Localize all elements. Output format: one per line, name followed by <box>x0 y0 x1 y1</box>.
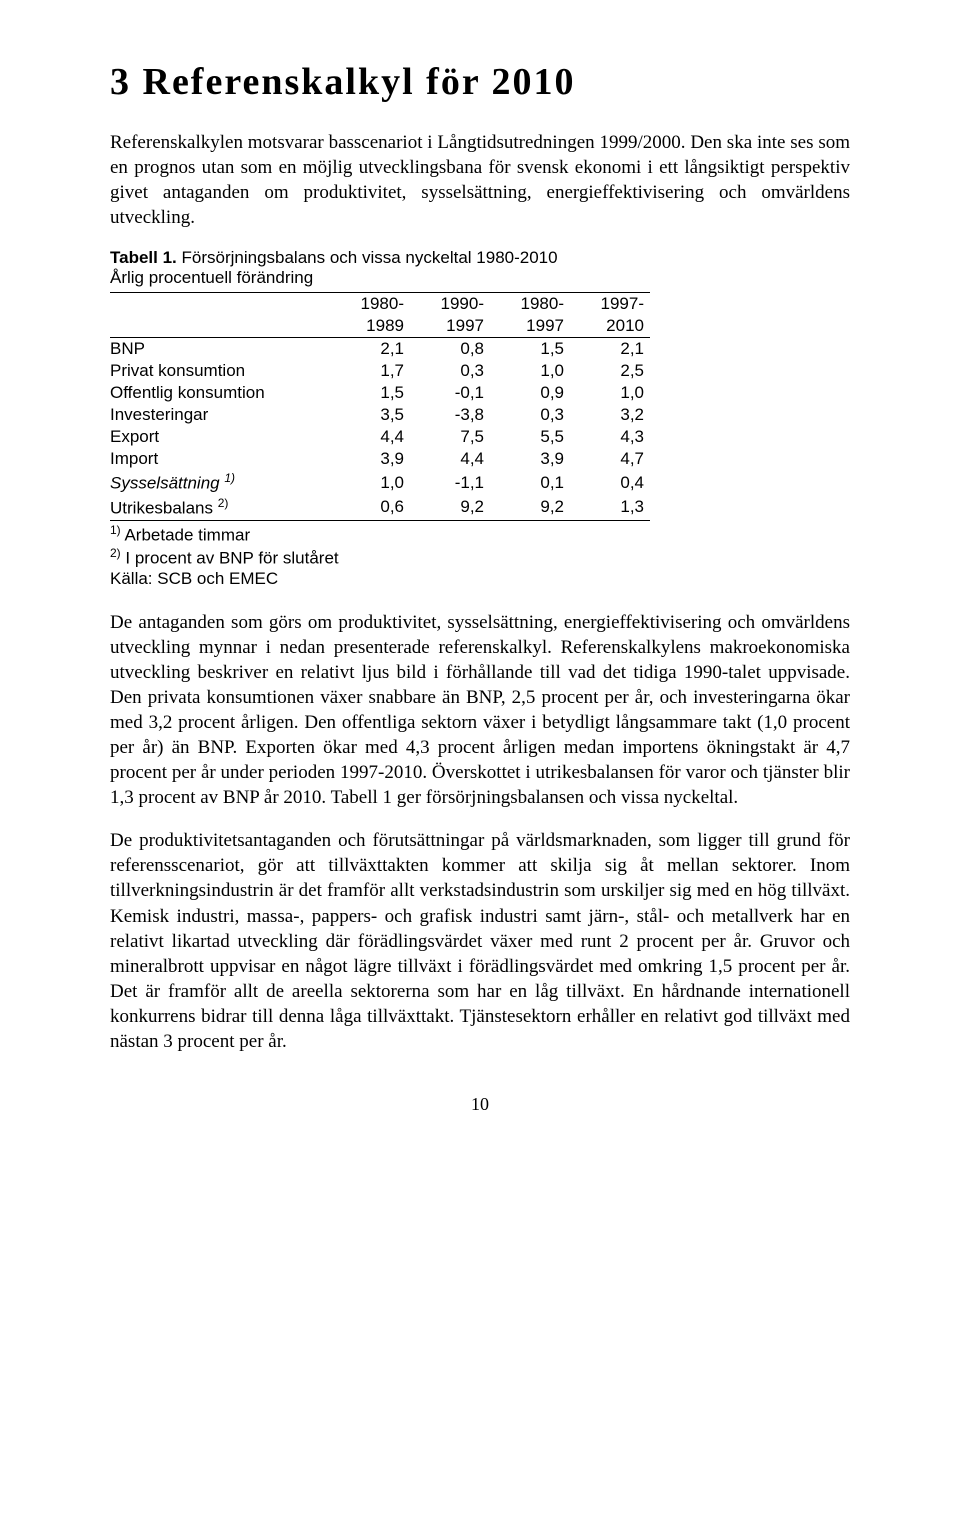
cell: 4,4 <box>330 426 410 448</box>
col-header: 1997 <box>410 315 490 338</box>
cell: 5,5 <box>490 426 570 448</box>
table-caption-text: Försörjningsbalans och vissa nyckeltal 1… <box>177 248 558 267</box>
cell: 1,5 <box>330 382 410 404</box>
cell: 4,7 <box>570 448 650 470</box>
cell: 2,1 <box>570 338 650 361</box>
cell: 1,0 <box>570 382 650 404</box>
cell: -1,1 <box>410 470 490 495</box>
table-row: Sysselsättning 1)1,0-1,10,10,4 <box>110 470 650 495</box>
table-row: Export4,47,55,54,3 <box>110 426 650 448</box>
cell: 1,7 <box>330 360 410 382</box>
table-row: BNP2,10,81,52,1 <box>110 338 650 361</box>
table-footnotes: 1) Arbetade timmar2) I procent av BNP fö… <box>110 523 850 590</box>
cell: 2,1 <box>330 338 410 361</box>
cell: 7,5 <box>410 426 490 448</box>
cell: 9,2 <box>410 495 490 520</box>
col-header: 1997- <box>570 293 650 316</box>
table-row: Privat konsumtion1,70,31,02,5 <box>110 360 650 382</box>
body-paragraph-3: De produktivitetsantaganden och förutsät… <box>110 828 850 1054</box>
row-label: Export <box>110 426 330 448</box>
row-label: BNP <box>110 338 330 361</box>
table-row: Investeringar3,5-3,80,33,2 <box>110 404 650 426</box>
table-header-row-2: 1989 1997 1997 2010 <box>110 315 650 338</box>
footnote-line: 2) I procent av BNP för slutåret <box>110 546 850 569</box>
cell: 1,0 <box>490 360 570 382</box>
table-row: Import3,94,43,94,7 <box>110 448 650 470</box>
cell: 3,2 <box>570 404 650 426</box>
data-table: 1980- 1990- 1980- 1997- 1989 1997 1997 2… <box>110 292 650 520</box>
cell: 4,4 <box>410 448 490 470</box>
cell: 0,3 <box>410 360 490 382</box>
col-header: 1980- <box>490 293 570 316</box>
col-header: 1990- <box>410 293 490 316</box>
table-header-row-1: 1980- 1990- 1980- 1997- <box>110 293 650 316</box>
cell: 0,1 <box>490 470 570 495</box>
row-label: Import <box>110 448 330 470</box>
table-subcaption: Årlig procentuell förändring <box>110 268 850 288</box>
document-page: 3 Referenskalkyl för 2010 Referenskalkyl… <box>0 0 960 1520</box>
col-header: 2010 <box>570 315 650 338</box>
footnote-line: Källa: SCB och EMEC <box>110 568 850 589</box>
row-label: Privat konsumtion <box>110 360 330 382</box>
section-heading: 3 Referenskalkyl för 2010 <box>110 60 850 104</box>
table-body: BNP2,10,81,52,1Privat konsumtion1,70,31,… <box>110 338 650 520</box>
body-paragraph-2: De antaganden som görs om produktivitet,… <box>110 610 850 811</box>
cell: 0,4 <box>570 470 650 495</box>
row-label: Investeringar <box>110 404 330 426</box>
cell: -0,1 <box>410 382 490 404</box>
footnote-line: 1) Arbetade timmar <box>110 523 850 546</box>
intro-paragraph: Referenskalkylen motsvarar basscenariot … <box>110 130 850 230</box>
cell: 1,0 <box>330 470 410 495</box>
cell: 0,3 <box>490 404 570 426</box>
cell: 3,5 <box>330 404 410 426</box>
table-row: Offentlig konsumtion1,5-0,10,91,0 <box>110 382 650 404</box>
cell: 3,9 <box>490 448 570 470</box>
cell: 1,5 <box>490 338 570 361</box>
cell: 0,8 <box>410 338 490 361</box>
col-header: 1997 <box>490 315 570 338</box>
cell: 0,9 <box>490 382 570 404</box>
cell: 3,9 <box>330 448 410 470</box>
cell: -3,8 <box>410 404 490 426</box>
cell: 9,2 <box>490 495 570 520</box>
cell: 2,5 <box>570 360 650 382</box>
page-number: 10 <box>110 1094 850 1115</box>
table-row: Utrikesbalans 2)0,69,29,21,3 <box>110 495 650 520</box>
col-header: 1980- <box>330 293 410 316</box>
cell: 1,3 <box>570 495 650 520</box>
table-caption: Tabell 1. Försörjningsbalans och vissa n… <box>110 248 850 268</box>
row-label: Sysselsättning 1) <box>110 470 330 495</box>
row-label: Offentlig konsumtion <box>110 382 330 404</box>
col-header: 1989 <box>330 315 410 338</box>
row-label: Utrikesbalans 2) <box>110 495 330 520</box>
cell: 0,6 <box>330 495 410 520</box>
table-caption-label: Tabell 1. <box>110 248 177 267</box>
cell: 4,3 <box>570 426 650 448</box>
